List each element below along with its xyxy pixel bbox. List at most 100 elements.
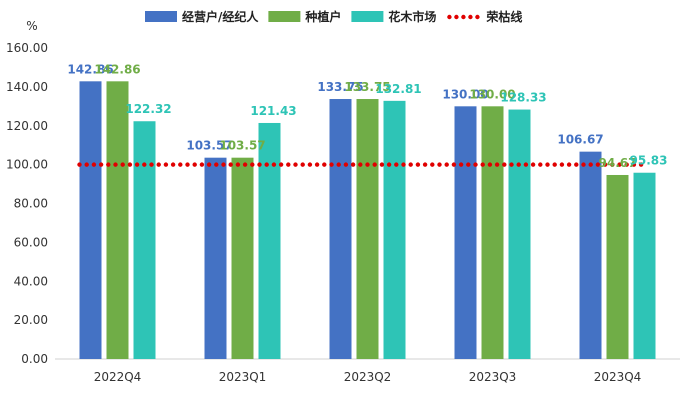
reference-line-dot bbox=[487, 162, 493, 167]
bar bbox=[606, 174, 629, 359]
reference-line-dot bbox=[257, 162, 262, 167]
y-tick-label: 0.00 bbox=[21, 352, 48, 366]
reference-line-dot bbox=[127, 162, 133, 167]
bar bbox=[579, 151, 602, 359]
y-tick-label: 100.00 bbox=[6, 158, 48, 172]
reference-line-dot bbox=[156, 162, 161, 167]
bar bbox=[231, 157, 254, 359]
reference-line-dot bbox=[314, 162, 320, 167]
reference-line-dot bbox=[566, 162, 572, 167]
reference-line-dot bbox=[120, 162, 125, 167]
reference-line-dot bbox=[480, 162, 485, 167]
reference-line-dot bbox=[192, 162, 197, 167]
reference-line-dot bbox=[228, 162, 233, 167]
reference-line-dot bbox=[106, 162, 111, 167]
legend-swatch bbox=[461, 14, 466, 20]
data-label: 122.32 bbox=[125, 102, 171, 116]
data-label: 121.43 bbox=[250, 104, 296, 118]
reference-line-dot bbox=[538, 162, 543, 167]
y-tick-label: 40.00 bbox=[14, 274, 48, 288]
reference-line-dot bbox=[199, 162, 205, 167]
reference-line-dot bbox=[451, 162, 457, 167]
reference-line-dot bbox=[530, 162, 536, 167]
reference-line-dot bbox=[610, 162, 615, 167]
reference-line-dot bbox=[142, 162, 147, 167]
data-label: 94.67 bbox=[599, 156, 637, 170]
reference-line-dot bbox=[350, 162, 356, 167]
reference-line-dot bbox=[214, 162, 219, 167]
reference-line-dot bbox=[149, 162, 154, 167]
x-tick-label: 2023Q2 bbox=[344, 370, 392, 384]
bar bbox=[329, 99, 352, 359]
reference-line-dot bbox=[523, 162, 529, 167]
reference-line-dot bbox=[329, 162, 334, 167]
reference-line-dot bbox=[365, 162, 370, 167]
x-axis: 2022Q4 2023Q1 2023Q2 2023Q3 2023Q4 bbox=[55, 358, 680, 384]
y-axis: 0.00 20.00 40.00 60.00 80.00 100.00 120.00 140.… bbox=[6, 41, 48, 366]
reference-line-dot bbox=[379, 162, 385, 167]
reference-line-dot bbox=[98, 162, 104, 167]
bar bbox=[383, 100, 406, 360]
reference-line-dot bbox=[552, 162, 557, 167]
reference-line-dot bbox=[602, 162, 608, 167]
data-label: 142.86 bbox=[67, 62, 113, 76]
legend-label: 经营户/经纪人 bbox=[182, 9, 259, 24]
reference-line-dot bbox=[242, 162, 248, 167]
bars bbox=[79, 81, 656, 360]
bar bbox=[633, 172, 656, 359]
legend-label: 荣枯线 bbox=[485, 9, 522, 24]
data-label: 130.00 bbox=[442, 87, 488, 101]
data-label: 142.86 bbox=[94, 62, 140, 76]
legend-swatch bbox=[145, 11, 177, 22]
y-tick-label: 160.00 bbox=[6, 41, 48, 55]
reference-line-dot bbox=[458, 162, 464, 167]
y-tick-label: 20.00 bbox=[14, 313, 48, 327]
reference-line-dot bbox=[494, 162, 500, 167]
legend-swatch bbox=[468, 14, 473, 20]
y-tick-label: 80.00 bbox=[14, 197, 48, 211]
reference-line-dot bbox=[336, 162, 341, 167]
bar bbox=[454, 106, 477, 359]
reference-line-dot bbox=[170, 162, 176, 167]
bar bbox=[508, 109, 531, 359]
reference-line-dot bbox=[559, 162, 565, 167]
legend-swatch bbox=[475, 14, 480, 20]
reference-line-dot bbox=[408, 162, 413, 167]
bar bbox=[204, 157, 227, 359]
legend-swatch bbox=[454, 14, 459, 20]
reference-line-dot bbox=[307, 162, 313, 167]
reference-line-dot bbox=[250, 162, 255, 167]
x-tick-label: 2023Q4 bbox=[594, 370, 642, 384]
reference-line-dot bbox=[185, 162, 190, 167]
y-axis-unit: % bbox=[26, 19, 37, 33]
reference-line-dot bbox=[84, 162, 89, 167]
data-label: 130.00 bbox=[469, 87, 515, 101]
reference-line-dot bbox=[415, 162, 421, 167]
bar bbox=[79, 81, 102, 360]
reference-line-dot bbox=[595, 162, 601, 167]
y-tick-label: 120.00 bbox=[6, 119, 48, 133]
bar bbox=[133, 121, 156, 359]
reference-line-dot bbox=[358, 162, 363, 167]
reference-line-dot bbox=[271, 162, 277, 167]
data-labels: 142.86 103.57 133.75 130.00 106.67 142.86 103.… bbox=[67, 62, 667, 170]
reference-line-dot bbox=[502, 162, 507, 167]
reference-line bbox=[77, 162, 644, 167]
reference-line-dot bbox=[264, 162, 269, 167]
reference-line-dot bbox=[430, 162, 435, 167]
reference-line-dot bbox=[516, 162, 521, 167]
data-label: 132.81 bbox=[375, 82, 421, 96]
bar bbox=[258, 122, 281, 360]
reference-line-dot bbox=[437, 162, 442, 167]
reference-line-dot bbox=[300, 162, 305, 167]
y-tick-label: 60.00 bbox=[14, 235, 48, 249]
x-tick-label: 2023Q1 bbox=[219, 370, 267, 384]
reference-line-dot bbox=[545, 162, 550, 167]
bar bbox=[481, 106, 504, 359]
reference-line-dot bbox=[422, 162, 428, 167]
reference-line-dot bbox=[617, 162, 622, 167]
reference-line-dot bbox=[372, 162, 377, 167]
reference-line-dot bbox=[509, 162, 514, 167]
legend-swatch bbox=[447, 14, 452, 20]
reference-line-dot bbox=[466, 162, 471, 167]
